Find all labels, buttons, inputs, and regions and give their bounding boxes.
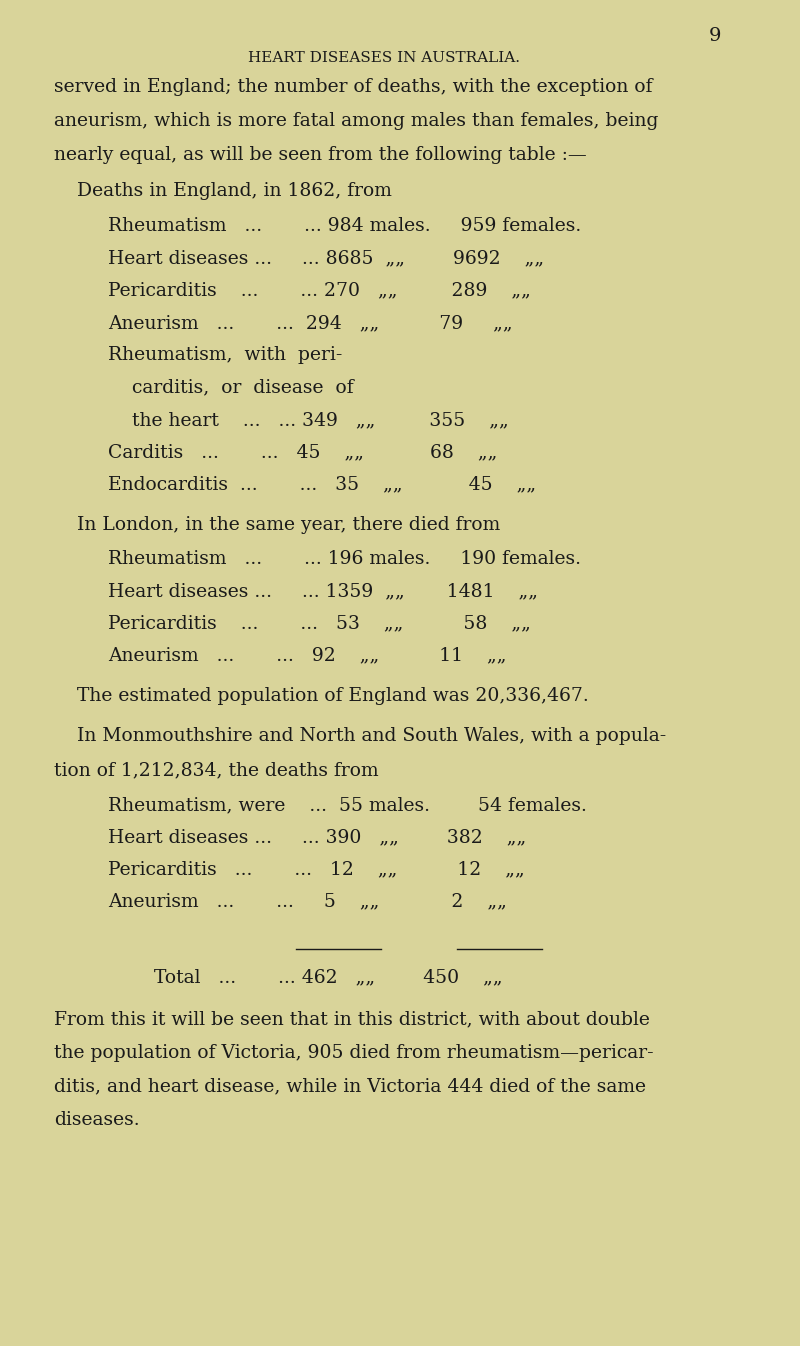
Text: Total   ...       ... 462   „„        450    „„: Total ... ... 462 „„ 450 „„ (154, 968, 502, 987)
Text: Pericarditis    ...       ... 270   „„         289    „„: Pericarditis ... ... 270 „„ 289 „„ (108, 281, 530, 300)
Text: Rheumatism,  with  peri-: Rheumatism, with peri- (108, 346, 342, 365)
Text: diseases.: diseases. (54, 1110, 139, 1129)
Text: Rheumatism   ...       ... 984 males.     959 females.: Rheumatism ... ... 984 males. 959 female… (108, 217, 581, 236)
Text: The estimated population of England was 20,336,467.: The estimated population of England was … (77, 686, 589, 705)
Text: Aneurism   ...       ...  294   „„          79     „„: Aneurism ... ... 294 „„ 79 „„ (108, 314, 512, 332)
Text: 9: 9 (709, 27, 721, 46)
Text: Pericarditis   ...       ...   12    „„          12    „„: Pericarditis ... ... 12 „„ 12 „„ (108, 860, 524, 879)
Text: In Monmouthshire and North and South Wales, with a popula-: In Monmouthshire and North and South Wal… (77, 727, 666, 746)
Text: Heart diseases ...     ... 1359  „„       1481    „„: Heart diseases ... ... 1359 „„ 1481 „„ (108, 581, 538, 600)
Text: ditis, and heart disease, while in Victoria 444 died of the same: ditis, and heart disease, while in Victo… (54, 1077, 646, 1096)
Text: HEART DISEASES IN AUSTRALIA.: HEART DISEASES IN AUSTRALIA. (248, 51, 520, 65)
Text: served in England; the number of deaths, with the exception of: served in England; the number of deaths,… (54, 78, 652, 97)
Text: In London, in the same year, there died from: In London, in the same year, there died … (77, 516, 500, 534)
Text: Rheumatism, were    ...  55 males.        54 females.: Rheumatism, were ... 55 males. 54 female… (108, 795, 586, 814)
Text: Endocarditis  ...       ...   35    „„           45    „„: Endocarditis ... ... 35 „„ 45 „„ (108, 475, 536, 494)
Text: Pericarditis    ...       ...   53    „„          58    „„: Pericarditis ... ... 53 „„ 58 „„ (108, 614, 530, 633)
Text: the heart    ...   ... 349   „„         355    „„: the heart ... ... 349 „„ 355 „„ (108, 411, 508, 429)
Text: Heart diseases ...     ... 8685  „„        9692    „„: Heart diseases ... ... 8685 „„ 9692 „„ (108, 249, 544, 268)
Text: Carditis   ...       ...   45    „„           68    „„: Carditis ... ... 45 „„ 68 „„ (108, 443, 497, 462)
Text: nearly equal, as will be seen from the following table :—: nearly equal, as will be seen from the f… (54, 145, 586, 164)
Text: carditis,  or  disease  of: carditis, or disease of (108, 378, 354, 397)
Text: From this it will be seen that in this district, with about double: From this it will be seen that in this d… (54, 1010, 650, 1028)
Text: Deaths in England, in 1862, from: Deaths in England, in 1862, from (77, 182, 392, 201)
Text: the population of Victoria, 905 died from rheumatism—pericar-: the population of Victoria, 905 died fro… (54, 1043, 654, 1062)
Text: Heart diseases ...     ... 390   „„        382    „„: Heart diseases ... ... 390 „„ 382 „„ (108, 828, 526, 847)
Text: aneurism, which is more fatal among males than females, being: aneurism, which is more fatal among male… (54, 112, 658, 131)
Text: Aneurism   ...       ...     5    „„            2    „„: Aneurism ... ... 5 „„ 2 „„ (108, 892, 506, 911)
Text: Aneurism   ...       ...   92    „„          11    „„: Aneurism ... ... 92 „„ 11 „„ (108, 646, 506, 665)
Text: tion of 1,212,834, the deaths from: tion of 1,212,834, the deaths from (54, 760, 378, 779)
Text: Rheumatism   ...       ... 196 males.     190 females.: Rheumatism ... ... 196 males. 190 female… (108, 549, 581, 568)
